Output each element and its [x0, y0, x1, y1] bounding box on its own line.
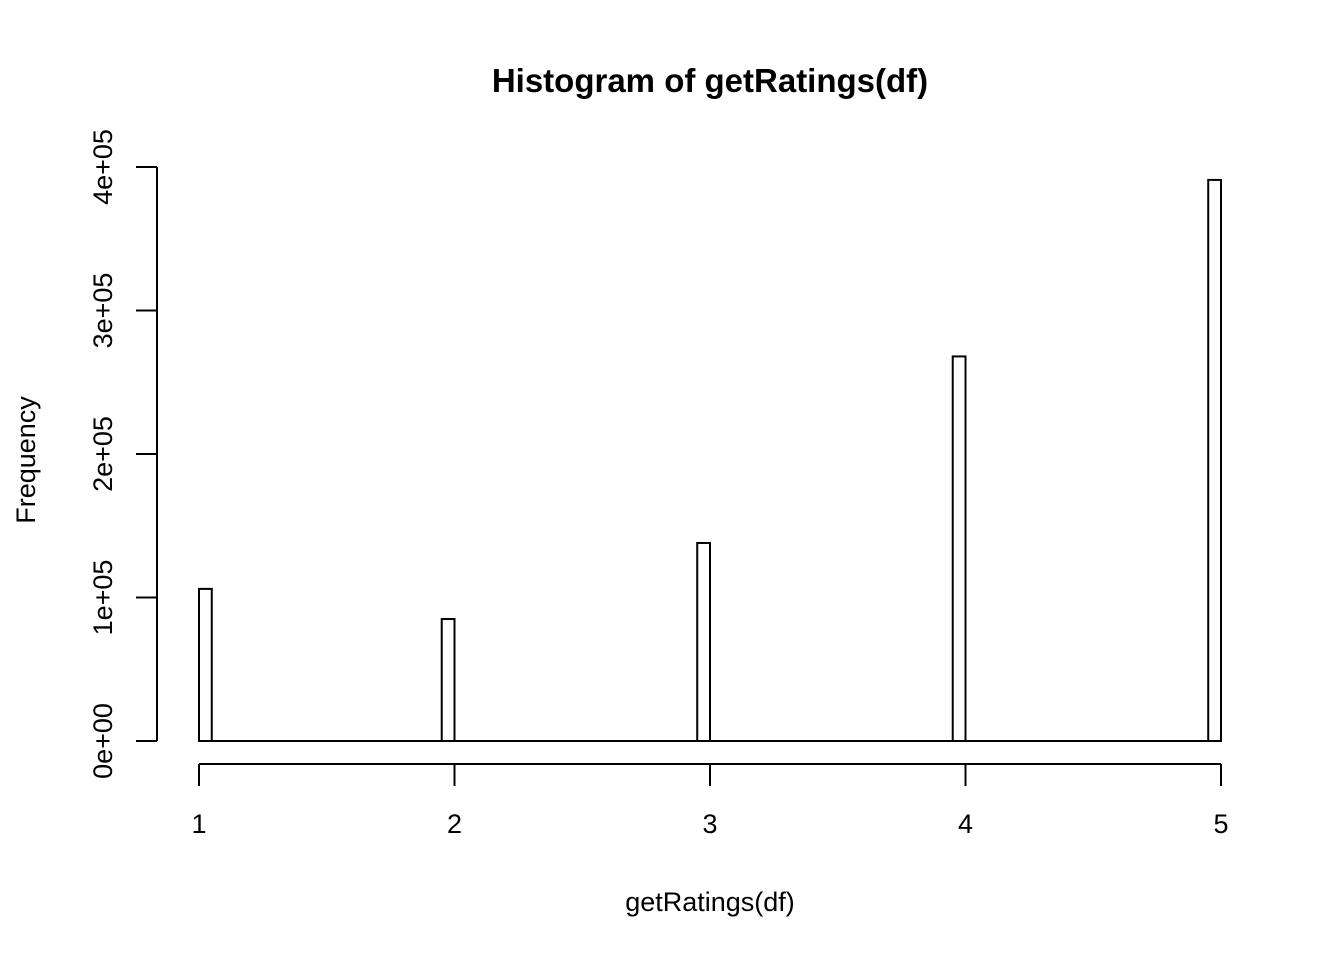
x-tick-label: 1	[191, 809, 206, 839]
y-tick-label: 2e+05	[88, 416, 118, 492]
y-tick-label: 1e+05	[88, 560, 118, 636]
y-tick-label: 0e+00	[88, 703, 118, 779]
y-tick-label: 3e+05	[88, 273, 118, 349]
y-axis: 0e+00 1e+05 2e+05 3e+05 4e+05	[88, 129, 158, 779]
y-axis-label: Frequency	[11, 396, 41, 524]
x-axis-label: getRatings(df)	[625, 887, 795, 917]
x-tick-label: 3	[702, 809, 717, 839]
x-tick-label: 5	[1213, 809, 1228, 839]
histogram-bar	[696, 541, 711, 742]
histogram-bar	[1207, 178, 1222, 743]
histogram-bar	[198, 587, 213, 743]
bars-group	[198, 178, 1222, 743]
chart-title: Histogram of getRatings(df)	[492, 62, 928, 99]
histogram-bar	[951, 355, 967, 742]
x-tick-label: 2	[447, 809, 462, 839]
y-tick-label: 4e+05	[88, 129, 118, 205]
x-axis: 1 2 3 4 5	[191, 763, 1229, 839]
x-tick-label: 4	[958, 809, 973, 839]
histogram-bar	[440, 618, 456, 743]
